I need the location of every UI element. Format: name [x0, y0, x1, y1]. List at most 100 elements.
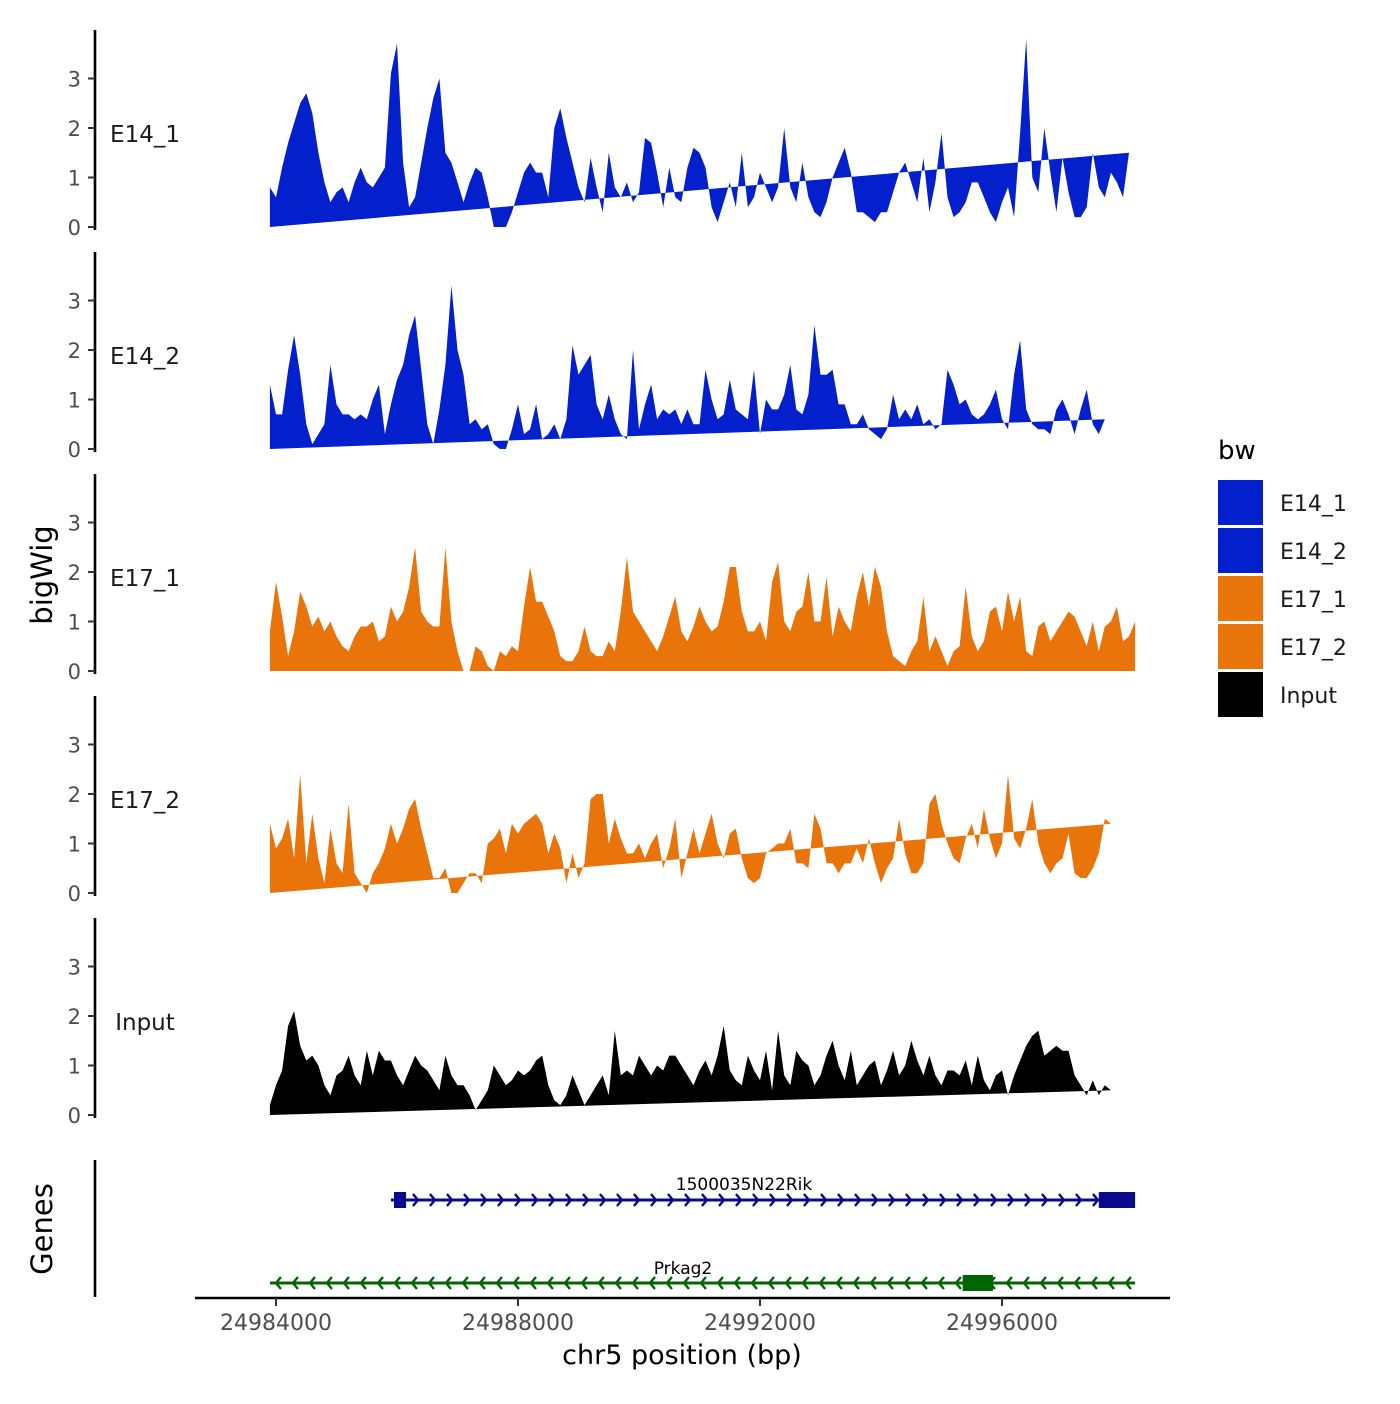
strand-arrow	[922, 1193, 930, 1207]
strand-arrow	[699, 1276, 707, 1290]
x-axis: 24984000 24988000 24992000 24996000	[195, 1296, 1170, 1336]
y-tick-label: 1	[68, 389, 81, 413]
y-tick-label: 3	[68, 956, 81, 980]
y-tick-label: 0	[68, 882, 81, 906]
strand-arrow	[684, 1193, 692, 1207]
gene-track-Prkag2: Prkag2	[269, 1259, 1136, 1291]
legend-title: bw	[1218, 436, 1256, 466]
x-tick-label: 24984000	[220, 1311, 332, 1336]
strand-arrow	[1073, 1276, 1081, 1290]
coverage-area-Input	[269, 1011, 1111, 1115]
strand-arrow	[835, 1276, 843, 1290]
strand-arrow	[733, 1276, 741, 1290]
coverage-area-E14_1	[269, 38, 1129, 228]
strand-arrow	[531, 1193, 539, 1207]
y-tick-label: 3	[68, 290, 81, 314]
y-tick-label: 1	[68, 611, 81, 635]
strand-arrow	[1024, 1193, 1032, 1207]
y-tick-label: 2	[68, 339, 81, 363]
legend-label: E17_1	[1280, 588, 1347, 613]
strand-arrow	[973, 1193, 981, 1207]
coverage-area-E17_1	[269, 547, 1136, 671]
strand-arrow	[1092, 1193, 1100, 1207]
legend-label: Input	[1280, 684, 1337, 709]
y-tick-label: 2	[68, 1005, 81, 1029]
strand-arrow	[631, 1276, 639, 1290]
strand-arrow	[735, 1193, 743, 1207]
y-tick-label: 3	[68, 512, 81, 536]
strand-arrow	[480, 1193, 488, 1207]
track-label: Input	[115, 1010, 175, 1036]
strand-arrow	[497, 1193, 505, 1207]
y-tick-label: 1	[68, 833, 81, 857]
y-tick-label: 2	[68, 117, 81, 141]
strand-arrow	[614, 1276, 622, 1290]
strand-arrow	[903, 1276, 911, 1290]
strand-arrow	[820, 1193, 828, 1207]
legend-label: E14_2	[1280, 540, 1347, 565]
track-panels: 0 1 2 3 E14_1 0 1 2 3 E14_2 0 1 2 3 E17_1 0 1 2 3 E17_2 0 1 2 3…	[68, 30, 1136, 1128]
strand-arrow	[463, 1193, 471, 1207]
strand-arrow	[410, 1276, 418, 1290]
strand-arrow	[818, 1276, 826, 1290]
strand-arrow	[461, 1276, 469, 1290]
strand-arrow	[291, 1276, 299, 1290]
strand-arrow	[939, 1193, 947, 1207]
strand-arrow	[599, 1193, 607, 1207]
strand-arrow	[478, 1276, 486, 1290]
x-tick-label: 24988000	[462, 1311, 574, 1336]
strand-arrow	[869, 1276, 877, 1290]
strand-arrow	[580, 1276, 588, 1290]
strand-arrow	[920, 1276, 928, 1290]
strand-arrow	[886, 1276, 894, 1290]
strand-arrow	[1058, 1193, 1066, 1207]
legend-label: E14_1	[1280, 492, 1347, 517]
strand-arrow	[359, 1276, 367, 1290]
strand-arrow	[274, 1276, 282, 1290]
strand-arrow	[837, 1193, 845, 1207]
y-tick-label: 0	[68, 216, 81, 240]
legend-label: E17_2	[1280, 636, 1347, 661]
genes-axis-label: Genes	[25, 1183, 59, 1275]
genes-panel: 1500035N22Rik Prkag2	[93, 1160, 1136, 1297]
y-tick-label: 3	[68, 68, 81, 92]
coverage-area-E17_2	[269, 774, 1111, 893]
strand-arrow	[495, 1276, 503, 1290]
gene-track-1500035N22Rik: 1500035N22Rik	[390, 1175, 1136, 1208]
strand-arrow	[563, 1276, 571, 1290]
strand-arrow	[990, 1193, 998, 1207]
strand-arrow	[905, 1193, 913, 1207]
strand-arrow	[548, 1193, 556, 1207]
strand-arrow	[1075, 1193, 1083, 1207]
strand-arrow	[716, 1276, 724, 1290]
strand-arrow	[667, 1193, 675, 1207]
strand-arrow	[956, 1193, 964, 1207]
y-tick-label: 2	[68, 783, 81, 807]
strand-arrow	[871, 1193, 879, 1207]
legend-swatch-E14_2	[1218, 528, 1263, 573]
track-panel-E17_1: 0 1 2 3 E17_1	[68, 474, 1136, 684]
track-label: E14_2	[110, 344, 180, 370]
strand-arrow	[801, 1276, 809, 1290]
strand-arrow	[446, 1193, 454, 1207]
y-tick-label: 1	[68, 1055, 81, 1079]
strand-arrow	[701, 1193, 709, 1207]
strand-arrow	[1039, 1276, 1047, 1290]
x-tick-label: 24996000	[946, 1311, 1058, 1336]
strand-arrow	[665, 1276, 673, 1290]
y-tick-label: 3	[68, 734, 81, 758]
strand-arrow	[1005, 1276, 1013, 1290]
legend-entries: E14_1 E14_2 E17_1 E17_2 Input	[1218, 480, 1347, 717]
strand-arrow	[854, 1193, 862, 1207]
strand-arrow	[852, 1276, 860, 1290]
strand-arrow	[769, 1193, 777, 1207]
exon	[393, 1192, 407, 1208]
strand-arrow	[529, 1276, 537, 1290]
y-tick-label: 0	[68, 660, 81, 684]
exon	[962, 1275, 993, 1291]
strand-arrow	[682, 1276, 690, 1290]
strand-arrow	[597, 1276, 605, 1290]
strand-arrow	[427, 1276, 435, 1290]
strand-arrow	[937, 1276, 945, 1290]
